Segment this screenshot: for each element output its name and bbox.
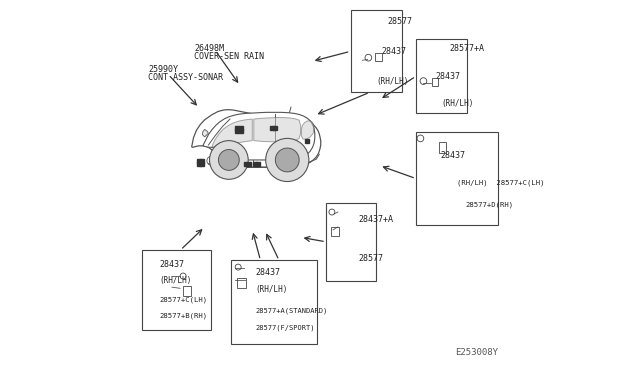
Text: (RH/LH)  28577+C(LH): (RH/LH) 28577+C(LH): [457, 180, 545, 186]
Text: (RH/LH): (RH/LH): [159, 276, 192, 285]
Bar: [351, 10, 402, 92]
Text: 28437: 28437: [381, 47, 406, 56]
Circle shape: [266, 138, 309, 182]
Circle shape: [275, 148, 299, 172]
Circle shape: [209, 141, 248, 179]
Polygon shape: [254, 118, 301, 142]
Text: 28577+A: 28577+A: [449, 44, 484, 53]
Text: 28437: 28437: [440, 151, 465, 160]
Text: 28577(F/SPORT): 28577(F/SPORT): [255, 324, 315, 331]
Text: 28437: 28437: [159, 260, 184, 269]
Bar: [416, 39, 467, 113]
Text: CONT ASSY-SONAR: CONT ASSY-SONAR: [148, 73, 223, 82]
Text: (RH/LH): (RH/LH): [442, 99, 474, 108]
Circle shape: [218, 150, 239, 170]
Text: 28577+B(RH): 28577+B(RH): [159, 312, 207, 319]
Text: COVER-SEN RAIN: COVER-SEN RAIN: [195, 52, 264, 61]
Text: (RH/LH): (RH/LH): [255, 285, 288, 294]
Text: 28577+D(RH): 28577+D(RH): [465, 201, 513, 208]
Text: E253008Y: E253008Y: [455, 348, 498, 357]
Text: (RH/LH): (RH/LH): [376, 77, 408, 86]
Text: 28437+A: 28437+A: [358, 215, 394, 224]
Polygon shape: [212, 119, 252, 151]
Text: 28437: 28437: [255, 269, 280, 278]
Text: 28577+A(STANDARD): 28577+A(STANDARD): [255, 307, 328, 314]
Text: 28577: 28577: [387, 17, 412, 26]
Text: 25990Y: 25990Y: [148, 65, 178, 74]
Polygon shape: [203, 112, 315, 160]
Bar: [142, 250, 211, 330]
Bar: [326, 203, 376, 281]
Polygon shape: [191, 110, 321, 167]
Polygon shape: [301, 121, 314, 139]
Text: 28437: 28437: [435, 72, 461, 81]
Bar: [416, 132, 498, 225]
Text: 28577: 28577: [358, 254, 383, 263]
Polygon shape: [202, 129, 209, 137]
Text: 28577+C(LH): 28577+C(LH): [159, 296, 207, 303]
Bar: [232, 260, 317, 344]
Text: 26498M: 26498M: [195, 44, 224, 53]
